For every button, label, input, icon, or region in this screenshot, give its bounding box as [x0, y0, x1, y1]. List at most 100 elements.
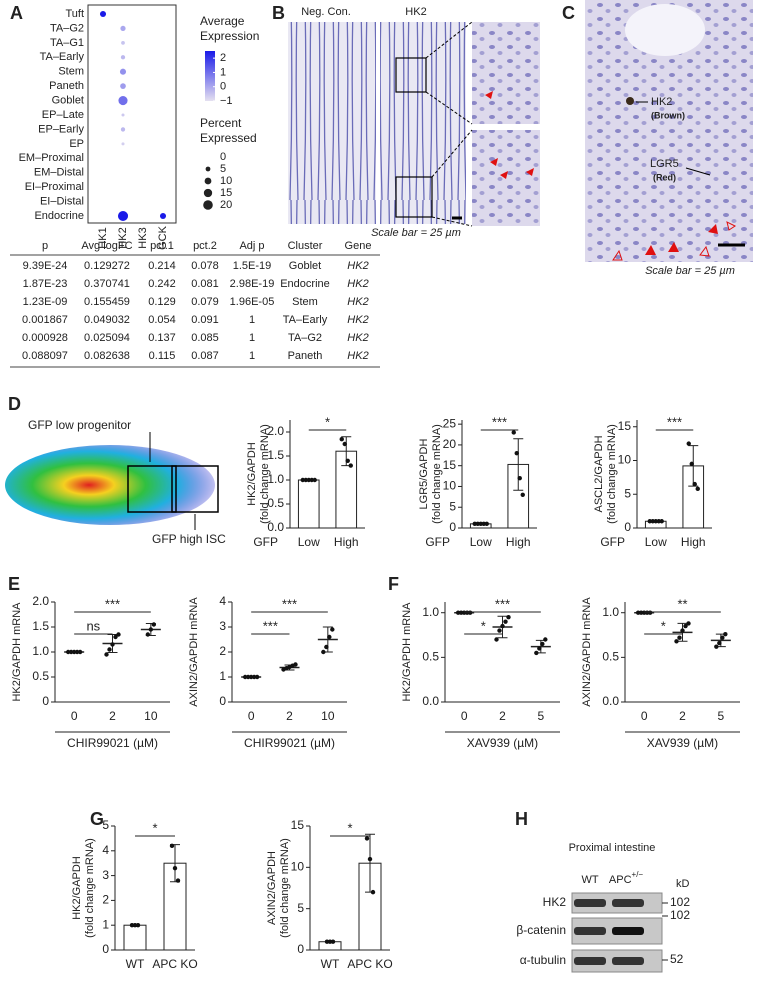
blot-title: Proximal intestine	[569, 842, 656, 854]
marker-label: HK2	[651, 96, 672, 108]
data-point	[169, 843, 175, 849]
y-tick-label: 25	[443, 416, 457, 430]
cluster-label: EP–Early	[38, 123, 84, 135]
table-cell: Goblet	[289, 260, 321, 272]
table-cell: 0.079	[191, 296, 219, 308]
blot: WT APC+/− HK2 102 β-catenin 102 α-tubulin 52	[516, 870, 690, 973]
lane-label: WT	[581, 874, 598, 886]
table-cell: 0.078	[191, 260, 219, 272]
marker-label: 52	[670, 952, 684, 966]
y-tick-label: 0	[449, 520, 456, 534]
blot-band	[612, 957, 644, 965]
error-bar	[513, 438, 524, 491]
data-point	[135, 923, 141, 928]
data-point	[172, 865, 178, 871]
table-cell: 0.082638	[84, 350, 130, 362]
sig-label: ***	[667, 414, 682, 429]
lumen	[625, 4, 705, 56]
data-point	[659, 519, 664, 524]
y-axis-label: (fold change mRNA)	[84, 838, 96, 938]
table-cell: 1.5E-19	[233, 260, 272, 272]
arrowhead-open	[612, 221, 736, 261]
blot-band	[612, 899, 644, 907]
panel-letter: C	[562, 3, 575, 23]
data-point	[467, 610, 473, 615]
y-axis-label: (fold change mRNA)	[259, 424, 271, 524]
data-point	[723, 631, 728, 637]
y-tick-label: 1.0	[267, 472, 284, 486]
table-cell: HK2	[347, 332, 368, 344]
cluster-label: EP	[69, 138, 84, 150]
scale-label: Scale bar = 25 µm	[645, 265, 735, 277]
arrowhead	[645, 224, 718, 255]
y-tick-label: 5	[102, 818, 109, 832]
sig-label: *	[325, 414, 330, 429]
x-tick-label: APC KO	[152, 957, 197, 971]
table-cell: 0.155459	[84, 296, 130, 308]
x-tick-label: WT	[126, 957, 145, 971]
gate-label: GFP low progenitor	[28, 418, 131, 432]
data-point	[175, 878, 181, 883]
micrograph	[288, 22, 376, 224]
x-tick-label: 0	[461, 709, 468, 723]
data-point	[494, 637, 499, 642]
blot-band	[574, 927, 606, 935]
legend-dot	[205, 166, 211, 172]
y-tick-label: 2.0	[32, 594, 49, 608]
data-point	[113, 634, 118, 640]
dot	[121, 113, 125, 117]
data-point	[116, 632, 121, 637]
y-axis-label: HK2/GAPDH mRNA	[401, 602, 413, 702]
legend-tick: 0	[220, 151, 226, 163]
data-point	[683, 623, 688, 629]
lane-label: APC+/−	[609, 870, 644, 886]
y-tick-label: 0.0	[422, 694, 439, 708]
table-cell: 1	[249, 332, 255, 344]
table-cell: Endocrine	[280, 278, 330, 290]
data-point	[364, 836, 370, 841]
data-point	[348, 463, 353, 468]
data-point	[689, 461, 694, 467]
marker-label: 102	[670, 908, 690, 922]
data-point	[714, 644, 719, 649]
y-tick-label: 2.0	[267, 424, 284, 438]
y-tick-label: 0.0	[602, 694, 619, 708]
data-point	[540, 641, 545, 647]
gene-label: HK3	[137, 227, 149, 248]
cluster-label: Endocrine	[34, 210, 84, 222]
data-point	[511, 430, 516, 435]
y-tick-label: 0	[297, 942, 304, 956]
dot	[118, 96, 128, 106]
table-cell: 0.129	[148, 296, 176, 308]
band-label: HK2	[543, 895, 567, 909]
x-tick-label: 2	[499, 709, 506, 723]
cluster-label: Stem	[58, 66, 84, 78]
y-tick-label: 0	[624, 520, 631, 534]
table-cell: 0.115	[149, 350, 176, 362]
flow-density	[5, 445, 215, 525]
y-axis-label: (fold change mRNA)	[279, 838, 291, 938]
table-cell: 0.025094	[84, 332, 130, 344]
sig-label: ***	[492, 414, 507, 429]
x-tick-label: APC KO	[347, 957, 392, 971]
y-axis-label: (fold change mRNA)	[606, 424, 618, 524]
data-point	[254, 674, 260, 680]
data-point	[151, 622, 157, 627]
y-axis-label: HK2/GAPDH	[71, 856, 83, 920]
data-point	[534, 650, 539, 656]
dot	[159, 212, 167, 220]
band-label: α-tubulin	[520, 953, 566, 967]
data-point	[517, 475, 522, 481]
y-tick-label: 0	[219, 694, 226, 708]
data-point	[342, 441, 347, 447]
y-axis-label: HK2/GAPDH mRNA	[11, 602, 23, 702]
y-tick-label: 15	[291, 818, 305, 832]
lane-superscript: +/−	[632, 870, 644, 879]
x-axis-label: CHIR99021 (µM)	[244, 736, 335, 750]
data-point	[514, 451, 519, 456]
blot-band	[574, 957, 606, 965]
legend-dot	[204, 177, 212, 185]
x-tick-label: Low	[470, 535, 492, 549]
micrograph-inset	[472, 22, 540, 124]
table-cell: TA–Early	[283, 314, 328, 326]
